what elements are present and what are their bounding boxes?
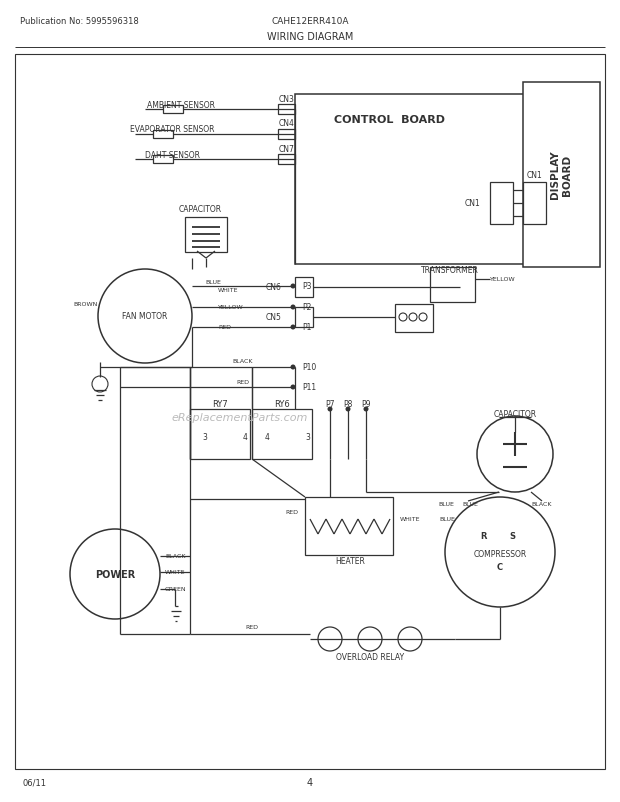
Text: P11: P11 bbox=[302, 383, 316, 392]
Text: RED: RED bbox=[285, 508, 298, 514]
Text: WHITE: WHITE bbox=[218, 288, 239, 294]
Text: CN1: CN1 bbox=[527, 170, 543, 180]
Text: CN7: CN7 bbox=[279, 144, 295, 153]
Circle shape bbox=[318, 627, 342, 651]
Bar bbox=[490, 183, 513, 225]
Circle shape bbox=[445, 497, 555, 607]
Text: R: R bbox=[480, 532, 487, 541]
Text: CN4: CN4 bbox=[279, 119, 295, 128]
Bar bbox=[252, 410, 312, 460]
Circle shape bbox=[363, 407, 368, 412]
Text: P3: P3 bbox=[302, 282, 311, 291]
Text: P1: P1 bbox=[302, 323, 311, 332]
Circle shape bbox=[70, 529, 160, 619]
Text: COMPRESSOR: COMPRESSOR bbox=[474, 550, 526, 559]
Text: CN6: CN6 bbox=[266, 283, 282, 292]
Text: RED: RED bbox=[218, 325, 231, 330]
Circle shape bbox=[291, 325, 296, 330]
Circle shape bbox=[358, 627, 382, 651]
Text: eReplacementParts.com: eReplacementParts.com bbox=[172, 412, 308, 423]
Circle shape bbox=[327, 407, 332, 412]
Circle shape bbox=[291, 305, 296, 310]
Circle shape bbox=[291, 385, 296, 390]
Text: GREEN: GREEN bbox=[165, 587, 187, 592]
Text: C: C bbox=[497, 563, 503, 572]
Bar bbox=[278, 155, 295, 164]
Text: BLUE: BLUE bbox=[205, 280, 221, 286]
Text: BLUE: BLUE bbox=[438, 502, 454, 507]
Text: WHITE: WHITE bbox=[165, 569, 185, 575]
Text: CAPACITOR: CAPACITOR bbox=[179, 205, 221, 214]
Bar bbox=[430, 268, 475, 302]
Text: P8: P8 bbox=[343, 400, 353, 409]
Text: 4: 4 bbox=[265, 433, 270, 442]
Circle shape bbox=[345, 407, 350, 412]
Bar bbox=[153, 131, 173, 139]
Text: 4: 4 bbox=[307, 777, 313, 787]
Text: CN5: CN5 bbox=[266, 313, 282, 322]
Text: TRANSFORMER: TRANSFORMER bbox=[421, 266, 479, 275]
Text: S: S bbox=[509, 532, 515, 541]
Text: EVAPORATOR SENSOR: EVAPORATOR SENSOR bbox=[130, 125, 215, 134]
Bar bbox=[523, 183, 546, 225]
Bar bbox=[15, 55, 605, 769]
Text: Publication No: 5995596318: Publication No: 5995596318 bbox=[20, 18, 139, 26]
Text: CAHE12ERR410A: CAHE12ERR410A bbox=[271, 18, 348, 26]
Text: CAPACITOR: CAPACITOR bbox=[494, 410, 536, 419]
Text: BLACK: BLACK bbox=[165, 554, 185, 559]
Text: POWER: POWER bbox=[95, 569, 135, 579]
Text: WHITE: WHITE bbox=[400, 516, 420, 522]
Text: OVERLOAD RELAY: OVERLOAD RELAY bbox=[336, 653, 404, 662]
Bar bbox=[185, 217, 227, 253]
Text: DAHT SENSOR: DAHT SENSOR bbox=[145, 150, 200, 160]
Text: P2: P2 bbox=[302, 303, 311, 312]
Text: BLUE: BLUE bbox=[439, 516, 455, 522]
Circle shape bbox=[419, 314, 427, 322]
Circle shape bbox=[399, 314, 407, 322]
Text: BLACK: BLACK bbox=[232, 359, 253, 364]
Text: DISPLAY
BOARD: DISPLAY BOARD bbox=[550, 151, 572, 199]
Bar bbox=[295, 277, 313, 298]
Bar bbox=[163, 106, 183, 114]
Bar bbox=[278, 105, 295, 115]
Text: CONTROL  BOARD: CONTROL BOARD bbox=[335, 115, 446, 125]
Bar bbox=[523, 83, 600, 268]
Bar bbox=[190, 410, 250, 460]
Bar bbox=[295, 95, 525, 265]
Circle shape bbox=[92, 376, 108, 392]
Text: 4: 4 bbox=[242, 433, 247, 442]
Text: CN1: CN1 bbox=[464, 199, 480, 209]
Circle shape bbox=[398, 627, 422, 651]
Bar bbox=[278, 130, 295, 140]
Text: CN3: CN3 bbox=[279, 95, 295, 103]
Text: P10: P10 bbox=[302, 363, 316, 372]
Circle shape bbox=[98, 269, 192, 363]
Text: RY6: RY6 bbox=[274, 400, 290, 409]
Text: RED: RED bbox=[246, 625, 259, 630]
Bar bbox=[153, 156, 173, 164]
Text: WIRING DIAGRAM: WIRING DIAGRAM bbox=[267, 32, 353, 42]
Text: BLACK: BLACK bbox=[532, 502, 552, 507]
Bar bbox=[295, 308, 313, 327]
Bar bbox=[305, 497, 393, 555]
Text: P9: P9 bbox=[361, 400, 371, 409]
Text: AMBIENT SENSOR: AMBIENT SENSOR bbox=[147, 100, 215, 109]
Text: 06/11: 06/11 bbox=[22, 777, 46, 787]
Circle shape bbox=[409, 314, 417, 322]
Circle shape bbox=[477, 416, 553, 492]
Text: 3: 3 bbox=[306, 433, 311, 442]
Circle shape bbox=[291, 284, 296, 290]
Text: YELLOW: YELLOW bbox=[490, 277, 516, 282]
Bar bbox=[395, 305, 433, 333]
Text: 3: 3 bbox=[203, 433, 208, 442]
Text: FAN MOTOR: FAN MOTOR bbox=[122, 312, 167, 321]
Text: YELLOW: YELLOW bbox=[218, 305, 244, 310]
Text: P7: P7 bbox=[326, 400, 335, 409]
Text: RY7: RY7 bbox=[212, 400, 228, 409]
Text: RED: RED bbox=[236, 380, 249, 385]
Text: BLUE: BLUE bbox=[462, 502, 478, 507]
Text: BROWN: BROWN bbox=[74, 302, 98, 307]
Text: HEATER: HEATER bbox=[335, 557, 365, 565]
Circle shape bbox=[291, 365, 296, 370]
